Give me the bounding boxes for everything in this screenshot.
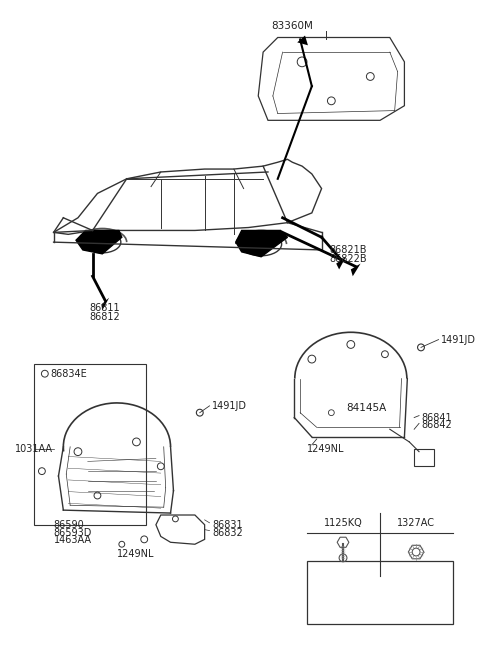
Text: 1491JD: 1491JD [213,401,248,411]
Text: 84145A: 84145A [346,403,386,413]
Bar [34,364,146,525]
Text: 1249NL: 1249NL [307,444,345,454]
Text: 86842: 86842 [421,421,452,430]
Text: 86831: 86831 [213,520,243,530]
Text: 86812: 86812 [90,312,120,322]
Text: 86590: 86590 [54,520,84,530]
Polygon shape [101,297,109,310]
Text: 1249NL: 1249NL [117,549,155,559]
Polygon shape [336,257,346,270]
Polygon shape [236,231,288,257]
Text: 86821B: 86821B [329,245,367,255]
Bar [307,561,453,624]
Text: 86811: 86811 [90,303,120,314]
Text: 86822B: 86822B [329,254,367,264]
Polygon shape [76,231,122,254]
Text: 1031AA: 1031AA [14,444,53,454]
Text: 86593D: 86593D [54,527,92,538]
Text: 86832: 86832 [213,527,243,538]
Text: 1491JD: 1491JD [441,334,476,345]
Bar [414,448,433,467]
Text: 83360M: 83360M [271,21,313,31]
Text: 86834E: 86834E [51,369,87,378]
Text: 1125KQ: 1125KQ [324,518,362,528]
Text: 1327AC: 1327AC [397,518,435,528]
Polygon shape [297,36,308,45]
Text: 86841: 86841 [421,413,452,422]
Text: 1463AA: 1463AA [54,535,92,546]
Polygon shape [351,264,360,276]
